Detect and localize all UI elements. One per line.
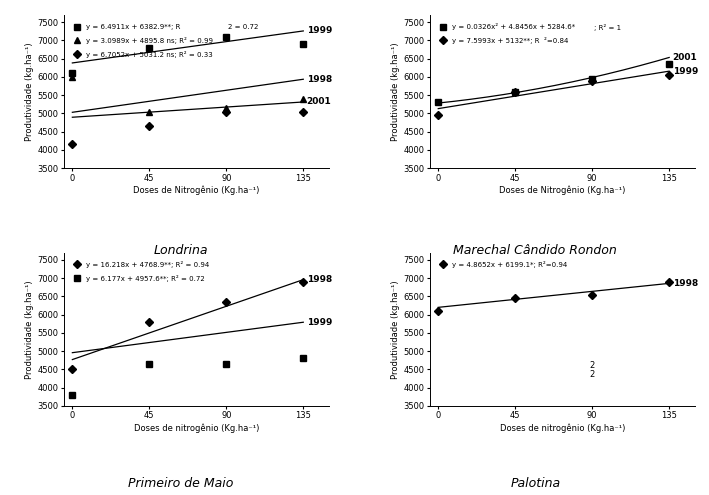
Text: y = 7.5993x + 5132**; R  ²=0.84: y = 7.5993x + 5132**; R ²=0.84 — [452, 37, 569, 44]
Text: 2: 2 — [590, 361, 595, 370]
Text: y = 16.218x + 4768.9**; R² = 0.94: y = 16.218x + 4768.9**; R² = 0.94 — [86, 261, 209, 268]
Text: 1998: 1998 — [673, 279, 698, 288]
Text: 1998: 1998 — [307, 275, 332, 284]
Text: 1999: 1999 — [307, 318, 332, 327]
Y-axis label: Produtividade (kg.ha⁻¹): Produtividade (kg.ha⁻¹) — [391, 280, 401, 379]
Text: y = 6.7052x + 5031.2 ns; R² = 0.33: y = 6.7052x + 5031.2 ns; R² = 0.33 — [86, 51, 213, 58]
Text: y = 6.4911x + 6382.9**; R: y = 6.4911x + 6382.9**; R — [86, 24, 180, 30]
X-axis label: Doses de nitrogênio (Kg.ha⁻¹): Doses de nitrogênio (Kg.ha⁻¹) — [134, 423, 259, 433]
Text: Londrina: Londrina — [154, 245, 208, 257]
Text: 1998: 1998 — [307, 75, 332, 84]
Text: y = 6.177x + 4957.6**; R² = 0.72: y = 6.177x + 4957.6**; R² = 0.72 — [86, 275, 205, 282]
Text: y = 0.0326x² + 4.8456x + 5284.6*: y = 0.0326x² + 4.8456x + 5284.6* — [452, 23, 575, 30]
Text: y = 3.0989x + 4895.8 ns; R² = 0.99: y = 3.0989x + 4895.8 ns; R² = 0.99 — [86, 37, 213, 44]
Y-axis label: Produtividade (kg.ha⁻¹): Produtividade (kg.ha⁻¹) — [391, 42, 401, 141]
Text: 2: 2 — [590, 370, 595, 379]
Text: Palotina: Palotina — [510, 477, 560, 490]
Text: y = 4.8652x + 6199.1*; R²=0.94: y = 4.8652x + 6199.1*; R²=0.94 — [452, 261, 567, 268]
Text: 2001: 2001 — [673, 53, 698, 62]
Text: ; R² = 1: ; R² = 1 — [594, 24, 621, 31]
Text: Marechal Cândido Rondon: Marechal Cândido Rondon — [454, 245, 617, 257]
X-axis label: Doses de Nitrogênio (Kg.ha⁻¹): Doses de Nitrogênio (Kg.ha⁻¹) — [499, 186, 625, 195]
X-axis label: Doses de Nitrogênio (Kg.ha⁻¹): Doses de Nitrogênio (Kg.ha⁻¹) — [133, 186, 259, 195]
Text: 1999: 1999 — [673, 67, 698, 76]
Text: Primeiro de Maio: Primeiro de Maio — [128, 477, 233, 490]
Text: 1999: 1999 — [307, 26, 332, 36]
Y-axis label: Produtividade (kg.ha⁻¹): Produtividade (kg.ha⁻¹) — [26, 280, 34, 379]
Y-axis label: Produtividade (kg.ha⁻¹): Produtividade (kg.ha⁻¹) — [26, 42, 34, 141]
Text: 2001: 2001 — [307, 98, 331, 106]
Text: 2 = 0.72: 2 = 0.72 — [228, 24, 259, 30]
X-axis label: Doses de nitrogênio (Kg.ha⁻¹): Doses de nitrogênio (Kg.ha⁻¹) — [500, 423, 625, 433]
